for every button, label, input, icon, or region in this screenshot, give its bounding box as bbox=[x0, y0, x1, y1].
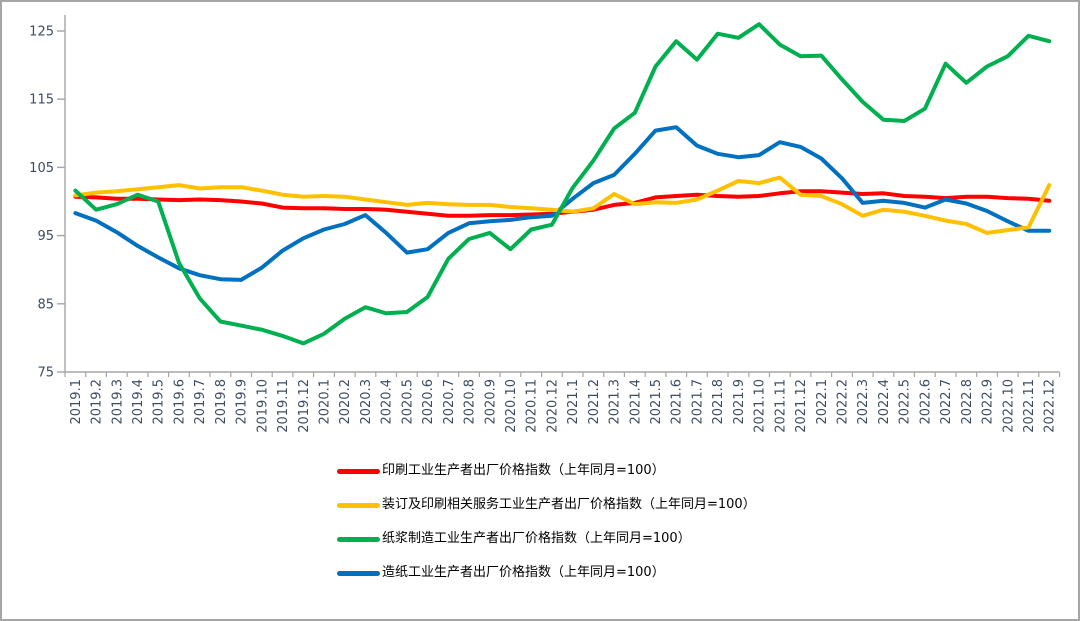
x-axis-tick-label: 2020.7 bbox=[442, 379, 457, 425]
x-axis-tick-label: 2019.6 bbox=[173, 379, 188, 425]
x-axis-tick-label: 2021.4 bbox=[628, 379, 643, 425]
y-axis-tick-label: 115 bbox=[29, 93, 54, 108]
x-axis-tick-label: 2022.5 bbox=[898, 379, 913, 425]
y-axis-tick-label: 85 bbox=[37, 297, 54, 312]
x-axis-tick-label: 2019.11 bbox=[276, 379, 291, 433]
x-axis-tick-label: 2022.2 bbox=[836, 379, 851, 425]
legend-label: 印刷工业生产者出厂价格指数（上年同月=100） bbox=[382, 463, 665, 478]
x-axis-tick-label: 2019.10 bbox=[255, 379, 270, 433]
legend-label: 装订及印刷相关服务工业生产者出厂价格指数（上年同月=100） bbox=[382, 497, 756, 512]
chart-legend: 印刷工业生产者出厂价格指数（上年同月=100） 装订及印刷相关服务工业生产者出厂… bbox=[337, 462, 756, 582]
x-axis-tick-label: 2019.3 bbox=[110, 379, 125, 425]
x-axis-tick-label: 2019.1 bbox=[69, 379, 84, 425]
x-axis-tick-label: 2019.12 bbox=[297, 379, 312, 433]
x-axis-tick-label: 2020.4 bbox=[380, 379, 395, 425]
x-axis-tick-label: 2021.8 bbox=[711, 379, 726, 425]
legend-line-swatch-blue bbox=[337, 570, 380, 576]
x-axis-tick-label: 2020.8 bbox=[463, 379, 478, 425]
x-axis-tick-label: 2020.2 bbox=[338, 379, 353, 425]
y-axis-tick-label: 95 bbox=[37, 229, 54, 244]
x-axis-tick-label: 2021.1 bbox=[566, 379, 581, 425]
x-axis-tick-label: 2020.11 bbox=[525, 379, 540, 433]
legend-item-printing: 印刷工业生产者出厂价格指数（上年同月=100） bbox=[337, 462, 756, 480]
legend-line-swatch-green bbox=[337, 536, 380, 542]
x-axis-tick-label: 2020.1 bbox=[318, 379, 333, 425]
legend-item-binding-services: 装订及印刷相关服务工业生产者出厂价格指数（上年同月=100） bbox=[337, 496, 756, 514]
x-axis-tick-label: 2021.7 bbox=[691, 379, 706, 425]
x-axis-tick-label: 2022.11 bbox=[1022, 379, 1037, 433]
x-axis-tick-label: 2021.11 bbox=[773, 379, 788, 433]
series-line-printing bbox=[73, 189, 1052, 218]
series-line-binding-services bbox=[73, 175, 1052, 235]
x-axis-tick-label: 2020.6 bbox=[421, 379, 436, 425]
x-axis-tick-label: 2019.5 bbox=[152, 379, 167, 425]
x-axis-tick-label: 2021.3 bbox=[608, 379, 623, 425]
legend-line-swatch-red bbox=[337, 468, 380, 474]
x-axis-tick-label: 2021.5 bbox=[649, 379, 664, 425]
x-axis-tick-label: 2019.4 bbox=[131, 379, 146, 425]
x-axis-tick-label: 2021.2 bbox=[587, 379, 602, 425]
x-axis-tick-label: 2022.4 bbox=[877, 379, 892, 425]
y-axis-tick-label: 105 bbox=[29, 161, 54, 176]
x-axis-tick-label: 2020.3 bbox=[359, 379, 374, 425]
legend-item-papermaking: 造纸工业生产者出厂价格指数（上年同月=100） bbox=[337, 564, 756, 582]
x-axis-tick-label: 2021.9 bbox=[732, 379, 747, 425]
legend-label: 纸浆制造工业生产者出厂价格指数（上年同月=100） bbox=[382, 531, 691, 546]
x-axis-tick-label: 2019.8 bbox=[214, 379, 229, 425]
x-axis-tick-label: 2019.9 bbox=[235, 379, 250, 425]
x-axis-tick-label: 2020.12 bbox=[545, 379, 560, 433]
x-axis-tick-label: 2022.8 bbox=[960, 379, 975, 425]
series-line-pulp-manufacturing bbox=[73, 22, 1052, 346]
x-axis-tick-label: 2022.12 bbox=[1043, 379, 1058, 433]
x-axis-tick-label: 2022.6 bbox=[918, 379, 933, 425]
x-axis-tick-label: 2022.1 bbox=[815, 379, 830, 425]
x-axis-tick-label: 2022.3 bbox=[856, 379, 871, 425]
x-axis-tick-label: 2021.12 bbox=[794, 379, 809, 433]
y-axis-tick-label: 125 bbox=[29, 25, 54, 40]
legend-label: 造纸工业生产者出厂价格指数（上年同月=100） bbox=[382, 565, 665, 580]
legend-line-swatch-yellow bbox=[337, 502, 380, 508]
x-axis-tick-label: 2020.9 bbox=[483, 379, 498, 425]
x-axis-tick-label: 2020.10 bbox=[504, 379, 519, 433]
x-axis-tick-label: 2022.9 bbox=[981, 379, 996, 425]
y-axis-tick-label: 75 bbox=[37, 366, 54, 381]
line-chart: 75 85 95 105 115 125 2019.1 2019.2 2019.3 2019.4 2… bbox=[29, 15, 1061, 433]
x-axis-tick-label: 2022.7 bbox=[939, 379, 954, 425]
x-axis-tick-label: 2020.5 bbox=[400, 379, 415, 425]
legend-item-pulp-manufacturing: 纸浆制造工业生产者出厂价格指数（上年同月=100） bbox=[337, 530, 756, 548]
x-axis-tick-label: 2019.2 bbox=[90, 379, 105, 425]
x-axis-tick-label: 2021.6 bbox=[670, 379, 685, 425]
x-axis-tick-label: 2021.10 bbox=[753, 379, 768, 433]
x-axis-tick-label: 2019.7 bbox=[193, 379, 208, 425]
x-axis-tick-label: 2022.10 bbox=[1001, 379, 1016, 433]
